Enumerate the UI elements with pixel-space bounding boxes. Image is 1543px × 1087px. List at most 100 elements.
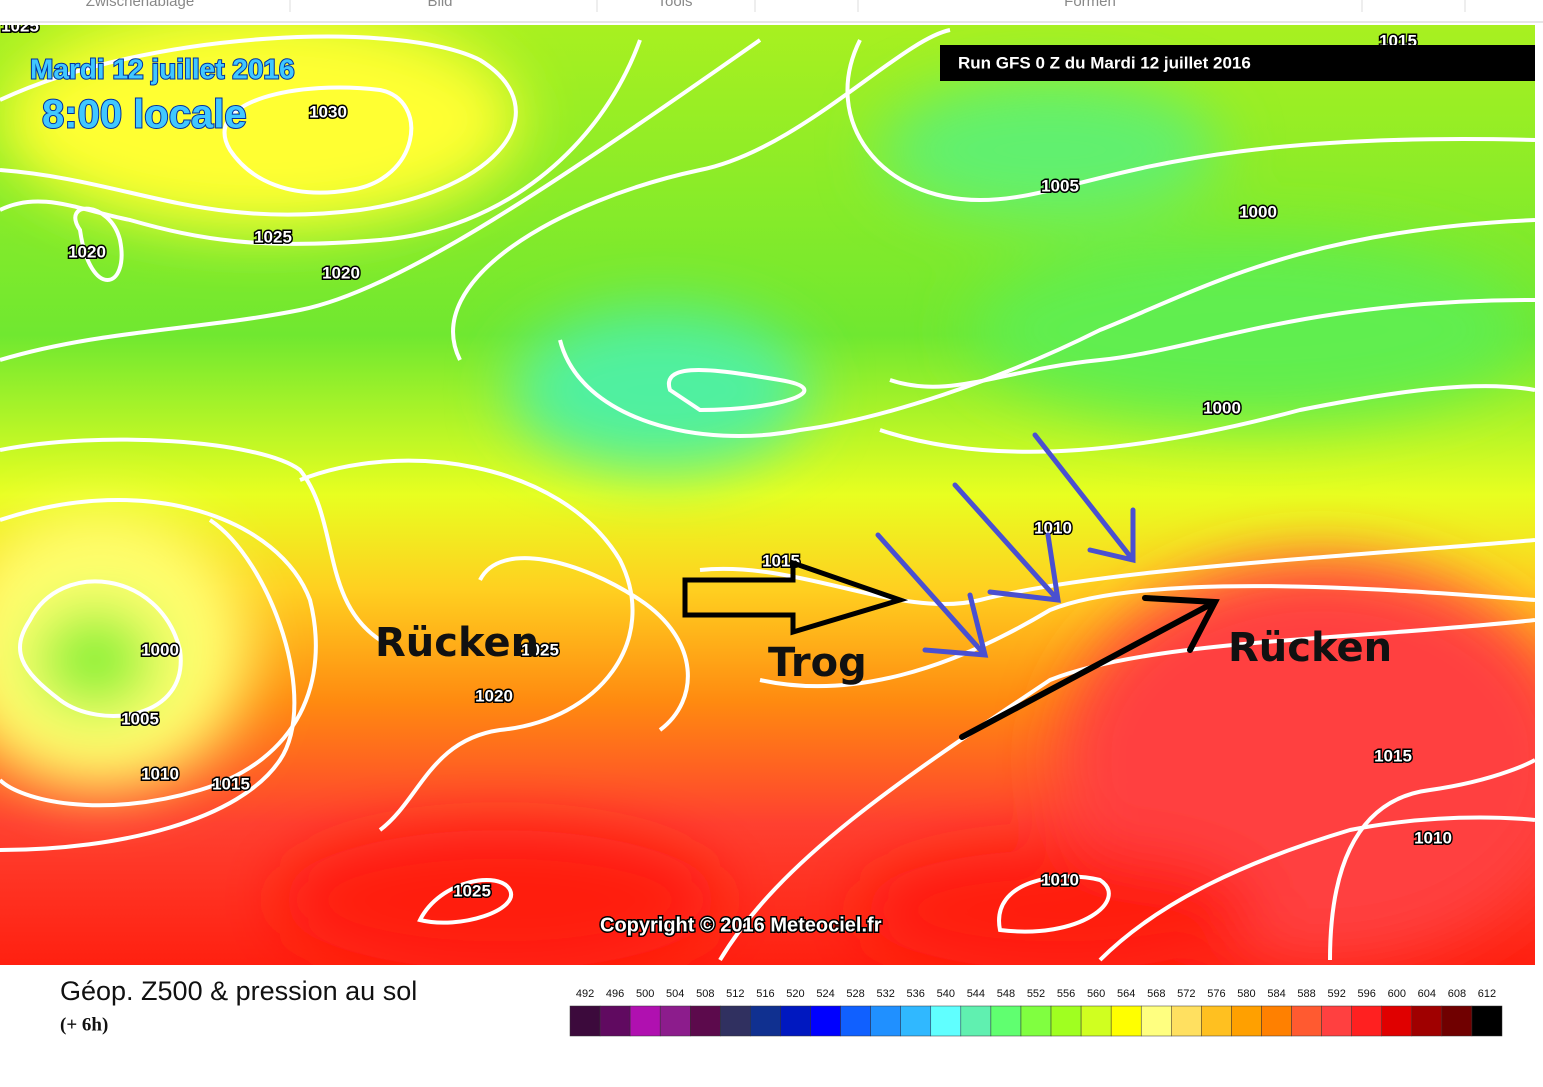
scale-swatch [1351, 1005, 1382, 1037]
field-patches [0, 25, 1535, 965]
map-date: Mardi 12 juillet 2016 [30, 53, 295, 84]
isobar-label: 1025 [1, 16, 39, 35]
scale-label: 544 [967, 988, 985, 1000]
scale-label: 576 [1207, 988, 1225, 1000]
isobar-label: 1020 [68, 242, 106, 261]
blue-arrows [875, 432, 1136, 658]
hollow-arrow [682, 559, 909, 636]
scale-swatch [1140, 1005, 1172, 1037]
scale-label: 548 [997, 988, 1015, 1000]
scale-label: 568 [1147, 988, 1165, 1000]
scale-label: 492 [576, 988, 594, 1000]
scale-label: 532 [876, 988, 894, 1000]
scale-label: 604 [1418, 988, 1436, 1000]
isobar-label: 1005 [121, 709, 159, 728]
isobar-label: 1020 [322, 263, 360, 282]
scale-swatch [720, 1005, 751, 1037]
scale-label: 588 [1297, 988, 1315, 1000]
scale-swatch [990, 1005, 1022, 1037]
toolbar [0, 0, 1543, 25]
annotation: Rücken [1228, 625, 1392, 671]
isobars [0, 28, 1535, 962]
toolbar-item[interactable]: Tools [657, 0, 692, 10]
isobar-label: 1020 [475, 686, 513, 705]
annotation: Trog [768, 640, 867, 686]
scale-swatch [1020, 1005, 1052, 1037]
scale-label: 512 [726, 988, 744, 1000]
scale-label: 596 [1358, 988, 1376, 1000]
run-banner [940, 45, 1535, 81]
scale-swatch [1201, 1005, 1232, 1037]
isobar-label: 1000 [1203, 398, 1241, 417]
scale-label: 572 [1177, 988, 1195, 1000]
scale-swatch [930, 1005, 962, 1037]
scale-swatch [1321, 1005, 1352, 1037]
isobar-label: 1010 [141, 764, 179, 783]
scale-label: 524 [816, 988, 834, 1000]
isobar-label: 1010 [1034, 518, 1072, 537]
map: 1025 1015 1030 1025 1020 1020 1005 1000 … [0, 16, 1535, 965]
scale-label: 508 [696, 988, 714, 1000]
scale-label: 500 [636, 988, 654, 1000]
isobar-label: 1000 [1239, 202, 1277, 221]
scale-swatch [870, 1005, 901, 1037]
legend: Géop. Z500 & pression au sol (+ 6h) 492 4… [60, 976, 1503, 1037]
scale-swatch [1411, 1005, 1443, 1037]
legend-subtitle: (+ 6h) [60, 1014, 108, 1035]
scale-swatch [1471, 1005, 1503, 1037]
scale-label: 556 [1057, 988, 1075, 1000]
scale-label: 516 [756, 988, 774, 1000]
isobar-label: 1025 [453, 881, 491, 900]
scale-label: 560 [1087, 988, 1105, 1000]
isobar-label: 1005 [1041, 176, 1079, 195]
scale-swatch [960, 1005, 992, 1037]
scale-label: 496 [606, 988, 624, 1000]
scale-label: 600 [1388, 988, 1406, 1000]
toolbar-item[interactable]: Zwischenablage [86, 0, 194, 10]
isobar-label: 1000 [141, 640, 179, 659]
scale-swatch [1381, 1005, 1413, 1037]
scale-label: 540 [937, 988, 955, 1000]
isobar-label: 1015 [1374, 746, 1412, 765]
scale-label: 580 [1237, 988, 1255, 1000]
scale-swatch [900, 1005, 932, 1037]
isobar-label: 1015 [212, 774, 250, 793]
map-time: 8:00 locale [42, 93, 247, 137]
toolbar-item[interactable]: Bild [427, 0, 452, 10]
isobar-label: 1030 [309, 102, 347, 121]
toolbar-item[interactable]: Formen [1064, 0, 1116, 10]
scale-swatch [569, 1005, 601, 1037]
scale-label: 584 [1267, 988, 1285, 1000]
scale-swatch [659, 1005, 691, 1037]
run-text: Run GFS 0 Z du Mardi 12 juillet 2016 [958, 53, 1251, 72]
scale-label: 608 [1448, 988, 1466, 1000]
toolbar-separators [289, 0, 1466, 12]
annotation: Rücken [375, 620, 539, 666]
scale-label: 612 [1478, 988, 1496, 1000]
scale-label: 552 [1027, 988, 1045, 1000]
black-arrow [959, 595, 1220, 740]
scale-swatch [810, 1005, 841, 1037]
scale-swatch [1050, 1005, 1082, 1037]
scale-label: 564 [1117, 988, 1135, 1000]
copyright: Copyright © 2016 Meteociel.fr [600, 914, 882, 936]
scale-swatch [1110, 1005, 1142, 1037]
scale-swatch [599, 1005, 631, 1037]
scale-swatch [1291, 1005, 1322, 1037]
scale-swatch [780, 1005, 811, 1037]
scale-swatch [750, 1005, 781, 1037]
scale-label: 592 [1327, 988, 1345, 1000]
scale-swatch [1080, 1005, 1112, 1037]
scale-label: 528 [846, 988, 864, 1000]
isobar-label: 1010 [1414, 828, 1452, 847]
scale-swatch [629, 1005, 661, 1037]
scale-swatch [1171, 1005, 1202, 1037]
legend-title: Géop. Z500 & pression au sol [60, 976, 417, 1006]
scale-label: 520 [786, 988, 804, 1000]
scale-label: 504 [666, 988, 684, 1000]
scale-swatch [1261, 1005, 1292, 1037]
scale-swatch [840, 1005, 871, 1037]
isobar-label: 1025 [254, 227, 292, 246]
scale-swatch [1231, 1005, 1262, 1037]
